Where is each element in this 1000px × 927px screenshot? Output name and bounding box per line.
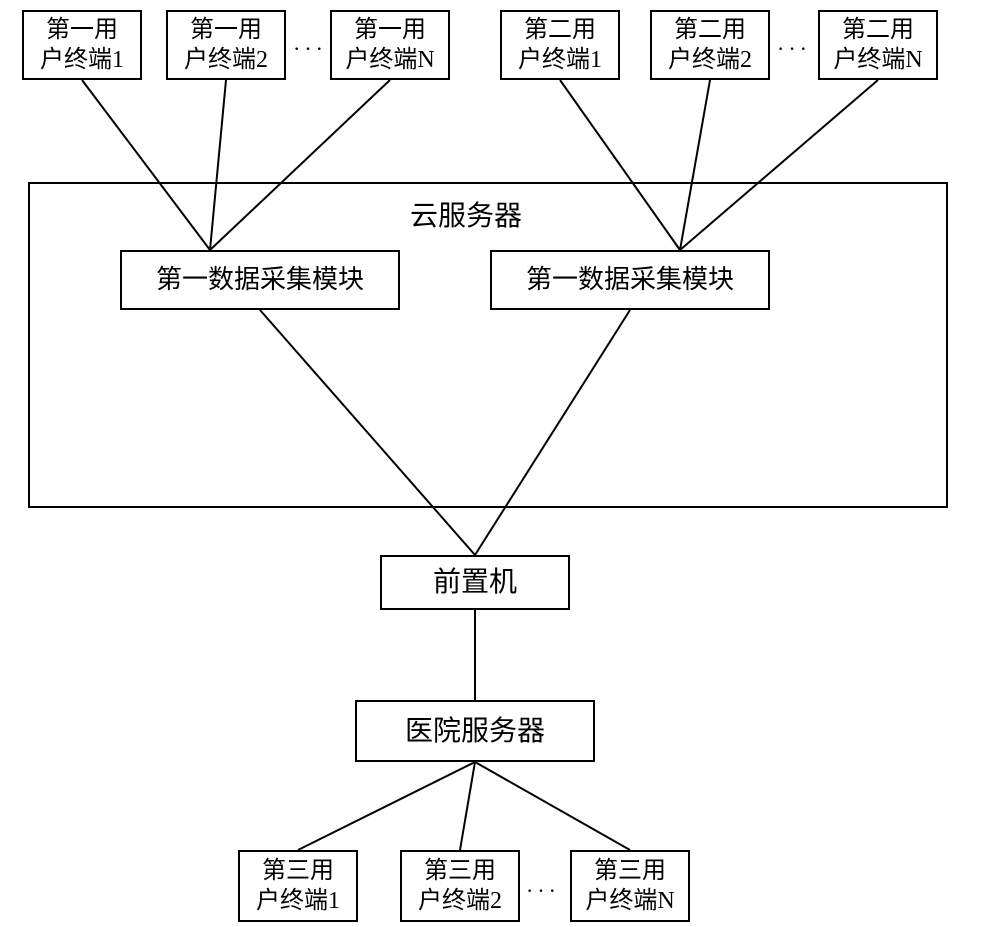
data-module-2: 第一数据采集模块 xyxy=(490,250,770,310)
terminal-1-2: 第一用户终端2 xyxy=(166,10,286,80)
node-label: 第一用户终端1 xyxy=(40,15,124,75)
ellipsis-icon: ··· xyxy=(777,36,811,62)
front-end-machine: 前置机 xyxy=(380,555,570,610)
terminal-2-1: 第二用户终端1 xyxy=(500,10,620,80)
node-label: 第三用户终端N xyxy=(585,856,674,916)
terminal-1-n: 第一用户终端N xyxy=(330,10,450,80)
terminal-3-n: 第三用户终端N xyxy=(570,850,690,922)
node-label: 第一数据采集模块 xyxy=(156,264,364,297)
node-label: 第三用户终端1 xyxy=(256,856,340,916)
terminal-3-1: 第三用户终端1 xyxy=(238,850,358,922)
node-label: 前置机 xyxy=(433,565,517,600)
node-label: 第二用户终端2 xyxy=(668,15,752,75)
data-module-1: 第一数据采集模块 xyxy=(120,250,400,310)
terminal-2-n: 第二用户终端N xyxy=(818,10,938,80)
ellipsis-icon: ··· xyxy=(526,878,560,904)
node-label: 第一数据采集模块 xyxy=(526,264,734,297)
hospital-server: 医院服务器 xyxy=(355,700,595,762)
cloud-server-label: 云服务器 xyxy=(410,194,522,234)
terminal-3-2: 第三用户终端2 xyxy=(400,850,520,922)
node-label: 第二用户终端1 xyxy=(518,15,602,75)
terminal-1-1: 第一用户终端1 xyxy=(22,10,142,80)
node-label: 第三用户终端2 xyxy=(418,856,502,916)
node-label: 第一用户终端N xyxy=(345,15,434,75)
terminal-2-2: 第二用户终端2 xyxy=(650,10,770,80)
node-label: 医院服务器 xyxy=(405,714,545,749)
node-label: 第二用户终端N xyxy=(833,15,922,75)
ellipsis-icon: ··· xyxy=(293,36,327,62)
node-label: 第一用户终端2 xyxy=(184,15,268,75)
